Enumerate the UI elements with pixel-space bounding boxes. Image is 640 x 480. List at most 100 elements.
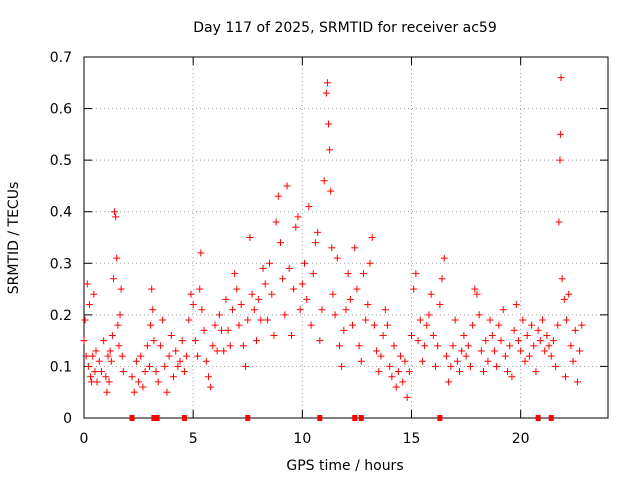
data-point [346, 295, 354, 303]
data-point [270, 331, 278, 339]
data-point [456, 368, 464, 376]
data-point [183, 352, 191, 360]
x-tick-label: 0 [80, 431, 89, 447]
data-point [222, 295, 230, 303]
data-point [519, 316, 527, 324]
data-point [154, 378, 162, 386]
data-point [547, 352, 555, 360]
data-point [132, 357, 140, 365]
data-point [239, 342, 247, 350]
data-point [303, 295, 311, 303]
data-point [451, 316, 459, 324]
y-tick-label: 0.1 [50, 359, 72, 375]
y-tick-label: 0.5 [50, 153, 72, 169]
x-tick-label: 10 [293, 431, 311, 447]
data-point [90, 290, 98, 298]
data-point [215, 311, 223, 319]
data-point [364, 301, 372, 309]
data-point [187, 290, 195, 298]
data-point [296, 306, 304, 314]
data-point [528, 321, 536, 329]
data-point [495, 321, 503, 329]
data-point [146, 362, 153, 370]
data-point [486, 316, 494, 324]
data-point [397, 352, 405, 360]
data-point [325, 120, 333, 128]
data-point [211, 321, 219, 329]
data-point [259, 264, 267, 272]
data-point [130, 388, 138, 396]
data-point [349, 321, 357, 329]
data-point [561, 373, 569, 381]
data-point [458, 347, 466, 355]
data-points [80, 74, 586, 401]
data-point [115, 342, 123, 350]
data-point [569, 357, 577, 365]
data-point [141, 368, 149, 376]
data-point [323, 79, 331, 87]
data-point [314, 228, 322, 236]
data-point [338, 362, 346, 370]
data-point [268, 290, 276, 298]
data-point [189, 301, 197, 309]
data-point [418, 357, 426, 365]
data-point [434, 342, 442, 350]
data-point [523, 331, 531, 339]
data-point [375, 368, 383, 376]
data-point [344, 270, 352, 278]
data-point [159, 316, 167, 324]
data-point [390, 342, 398, 350]
data-point [135, 378, 143, 386]
data-point [106, 347, 114, 355]
data-point [137, 352, 145, 360]
data-point [436, 301, 444, 309]
zero-marker [245, 415, 251, 421]
data-point [231, 270, 239, 278]
data-point [438, 275, 446, 283]
data-point [429, 331, 437, 339]
zero-marker [535, 415, 541, 421]
data-point [95, 357, 103, 365]
data-point [244, 316, 252, 324]
data-point [482, 337, 490, 345]
data-point [370, 321, 378, 329]
data-point [488, 331, 496, 339]
data-point [257, 316, 265, 324]
data-point [504, 368, 512, 376]
data-point [152, 368, 160, 376]
data-point [84, 362, 92, 370]
data-point [453, 357, 461, 365]
data-point [104, 352, 112, 360]
data-point [362, 316, 370, 324]
data-point [117, 285, 125, 293]
data-point [103, 388, 111, 396]
data-point [394, 368, 402, 376]
data-point [335, 342, 343, 350]
data-point [534, 326, 542, 334]
data-point [285, 264, 293, 272]
data-point [220, 347, 228, 355]
data-point [501, 352, 509, 360]
data-point [442, 352, 450, 360]
data-point [497, 337, 505, 345]
data-point [148, 285, 156, 293]
data-point [359, 270, 367, 278]
data-point [554, 321, 562, 329]
chart-title: Day 117 of 2025, SRMTID for receiver ac5… [193, 20, 497, 36]
data-point [105, 378, 113, 386]
y-tick-label: 0.6 [50, 102, 72, 118]
data-point [462, 352, 470, 360]
data-point [226, 342, 234, 350]
data-point [143, 342, 151, 350]
grid [84, 57, 608, 418]
data-point [327, 187, 335, 195]
data-point [333, 254, 341, 262]
data-point [475, 311, 483, 319]
data-point [305, 203, 313, 211]
data-point [147, 321, 155, 329]
data-point [357, 357, 365, 365]
data-point [539, 316, 546, 324]
data-point [556, 156, 564, 164]
data-point [493, 362, 501, 370]
data-point [246, 234, 254, 241]
